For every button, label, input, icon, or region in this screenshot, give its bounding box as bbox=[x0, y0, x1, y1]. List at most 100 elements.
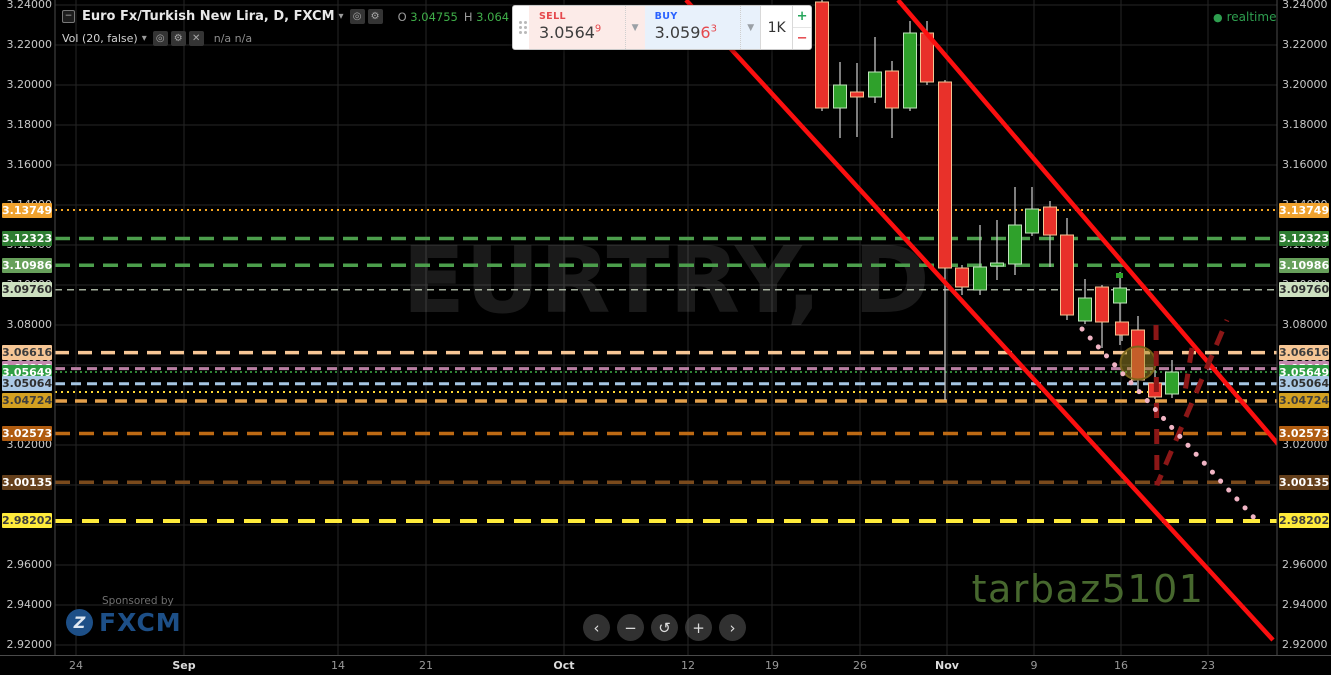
high-value: 3.064 bbox=[476, 9, 510, 24]
time-tick-label: 14 bbox=[331, 659, 345, 672]
collapse-icon[interactable]: − bbox=[62, 10, 75, 23]
settings-icon[interactable]: ⚙ bbox=[367, 9, 383, 24]
price-tick-label: 3.22000 bbox=[6, 38, 53, 51]
time-tick-label: 23 bbox=[1201, 659, 1215, 672]
price-level-label: 3.05649 bbox=[2, 364, 53, 380]
time-axis[interactable]: 24 Sep 14 21 Oct 12 19 26 Nov 9 16 23 bbox=[0, 655, 1331, 675]
sponsor-block: Sponsored by Z FXCM bbox=[66, 595, 182, 637]
quantity-decrease-button[interactable]: − bbox=[796, 31, 808, 46]
price-level-label: 3.04724 bbox=[1279, 392, 1330, 408]
chevron-down-icon[interactable]: ▾ bbox=[141, 33, 147, 44]
time-tick-label: 12 bbox=[681, 659, 695, 672]
price-tick-label: 3.18000 bbox=[1282, 118, 1328, 131]
realtime-status: ● realtime bbox=[1213, 10, 1276, 24]
visibility-icon[interactable]: ◎ bbox=[152, 31, 168, 46]
realtime-label: realtime bbox=[1226, 10, 1277, 24]
price-tick-label: 3.02000 bbox=[6, 438, 53, 451]
symbol-watermark: EURTRY, D bbox=[402, 227, 930, 334]
sell-label: SELL bbox=[538, 11, 566, 22]
price-tick-label: 2.94000 bbox=[6, 598, 53, 611]
price-level-label: 3.09760 bbox=[1279, 282, 1330, 298]
price-level-label: 3.10986 bbox=[2, 257, 53, 273]
remove-icon[interactable]: ✕ bbox=[188, 31, 204, 46]
hand-drawn-zigzag bbox=[1153, 319, 1230, 486]
price-tick-label: 2.94000 bbox=[1282, 598, 1328, 611]
price-tick-label: 3.16000 bbox=[6, 158, 53, 171]
price-tick-label: 3.22000 bbox=[1282, 38, 1328, 51]
horizontal-levels bbox=[55, 209, 1277, 523]
zoom-in-button[interactable]: + bbox=[685, 614, 712, 641]
trend-channel-line bbox=[684, 0, 1275, 642]
buy-label: BUY bbox=[654, 11, 678, 22]
price-level-label: 3.02573 bbox=[2, 426, 53, 442]
buy-price: 3.05963 bbox=[654, 23, 717, 42]
indicator-row: Vol (20, false) ▾ ◎ ⚙ ✕ n/a n/a bbox=[62, 29, 509, 48]
order-entry-panel: SELL 3.05649 ▼ BUY 3.05963 ▼ 1K + − bbox=[512, 5, 812, 50]
price-tick-label: 3.20000 bbox=[6, 78, 53, 91]
price-tick-label: 3.24000 bbox=[1282, 0, 1328, 11]
sell-button[interactable]: SELL 3.05649 bbox=[528, 6, 625, 49]
scroll-left-button[interactable]: ‹ bbox=[583, 614, 610, 641]
price-level-label: 3.09760 bbox=[2, 282, 53, 298]
price-level-label: 2.98202 bbox=[2, 513, 53, 529]
time-tick-label: Nov bbox=[935, 659, 959, 672]
quantity-stepper: + − bbox=[792, 6, 811, 49]
grid-lines bbox=[55, 0, 1277, 655]
time-tick-label: 21 bbox=[419, 659, 433, 672]
price-tick-label: 3.08000 bbox=[1282, 318, 1328, 331]
reset-view-button[interactable]: ↺ bbox=[651, 614, 678, 641]
drawing-overlays[interactable] bbox=[684, 0, 1278, 642]
buy-button[interactable]: BUY 3.05963 bbox=[644, 6, 741, 49]
price-tick-label: 3.24000 bbox=[6, 0, 53, 11]
dotted-trend-line bbox=[1079, 326, 1260, 524]
buy-options-dropdown[interactable]: ▼ bbox=[740, 6, 761, 49]
price-level-label: 2.98202 bbox=[1279, 513, 1330, 529]
price-level-label: 3.10986 bbox=[1279, 257, 1330, 273]
time-tick-label: 16 bbox=[1114, 659, 1128, 672]
sponsored-by-label: Sponsored by bbox=[102, 595, 174, 607]
scroll-right-button[interactable]: › bbox=[719, 614, 746, 641]
indicator-name[interactable]: Vol (20, false) bbox=[62, 32, 138, 45]
price-tick-label: 3.16000 bbox=[1282, 158, 1328, 171]
price-level-label: 3.00135 bbox=[2, 474, 53, 490]
fxcm-brand-text: FXCM bbox=[99, 608, 182, 637]
price-level-label: 3.12323 bbox=[2, 231, 53, 247]
quantity-field[interactable]: 1K bbox=[760, 6, 793, 49]
time-tick-label: 19 bbox=[765, 659, 779, 672]
open-label: O bbox=[397, 9, 407, 24]
chevron-down-icon[interactable]: ▾ bbox=[338, 11, 344, 22]
time-tick-label: 9 bbox=[1030, 659, 1038, 672]
price-level-label: 3.05064 bbox=[1279, 376, 1330, 392]
price-tick-label: 2.96000 bbox=[6, 558, 53, 571]
realtime-dot-icon: ● bbox=[1213, 11, 1223, 24]
drag-handle[interactable] bbox=[513, 6, 529, 49]
price-tick-label: 3.02000 bbox=[1282, 438, 1328, 451]
trend-channel-line bbox=[896, 0, 1277, 446]
settings-icon[interactable]: ⚙ bbox=[170, 31, 186, 46]
sell-options-dropdown[interactable]: ▼ bbox=[624, 6, 645, 49]
price-level-label: 3.12323 bbox=[1279, 231, 1330, 247]
open-value: 3.04755 bbox=[410, 9, 458, 24]
price-tick-label: 2.92000 bbox=[1282, 638, 1328, 651]
visibility-icon[interactable]: ◎ bbox=[349, 9, 365, 24]
fxcm-logo-icon: Z bbox=[66, 609, 93, 636]
signature-text: tarbaz5101 bbox=[972, 567, 1205, 611]
highlight-ellipse bbox=[1119, 345, 1157, 381]
candlesticks bbox=[815, 0, 1179, 400]
price-tick-label: 3.08000 bbox=[6, 318, 53, 331]
price-level-label: 3.13749 bbox=[1279, 202, 1330, 218]
time-tick-label: Oct bbox=[553, 659, 575, 672]
high-label: H bbox=[463, 9, 473, 24]
quantity-increase-button[interactable]: + bbox=[793, 6, 811, 28]
price-tick-label: 2.92000 bbox=[6, 638, 53, 651]
time-tick-label: 24 bbox=[69, 659, 83, 672]
zoom-out-button[interactable]: − bbox=[617, 614, 644, 641]
chart-nav-toolbar: ‹ − ↺ + › bbox=[583, 614, 753, 641]
symbol-title[interactable]: Euro Fx/Turkish New Lira, D, FXCM bbox=[82, 9, 335, 24]
price-level-label: 3.06616 bbox=[1279, 345, 1330, 361]
price-level-label: 3.00135 bbox=[1279, 474, 1330, 490]
ohlc-readout: O 3.04755 H 3.064 bbox=[392, 10, 510, 24]
price-level-label: 3.02573 bbox=[1279, 426, 1330, 442]
